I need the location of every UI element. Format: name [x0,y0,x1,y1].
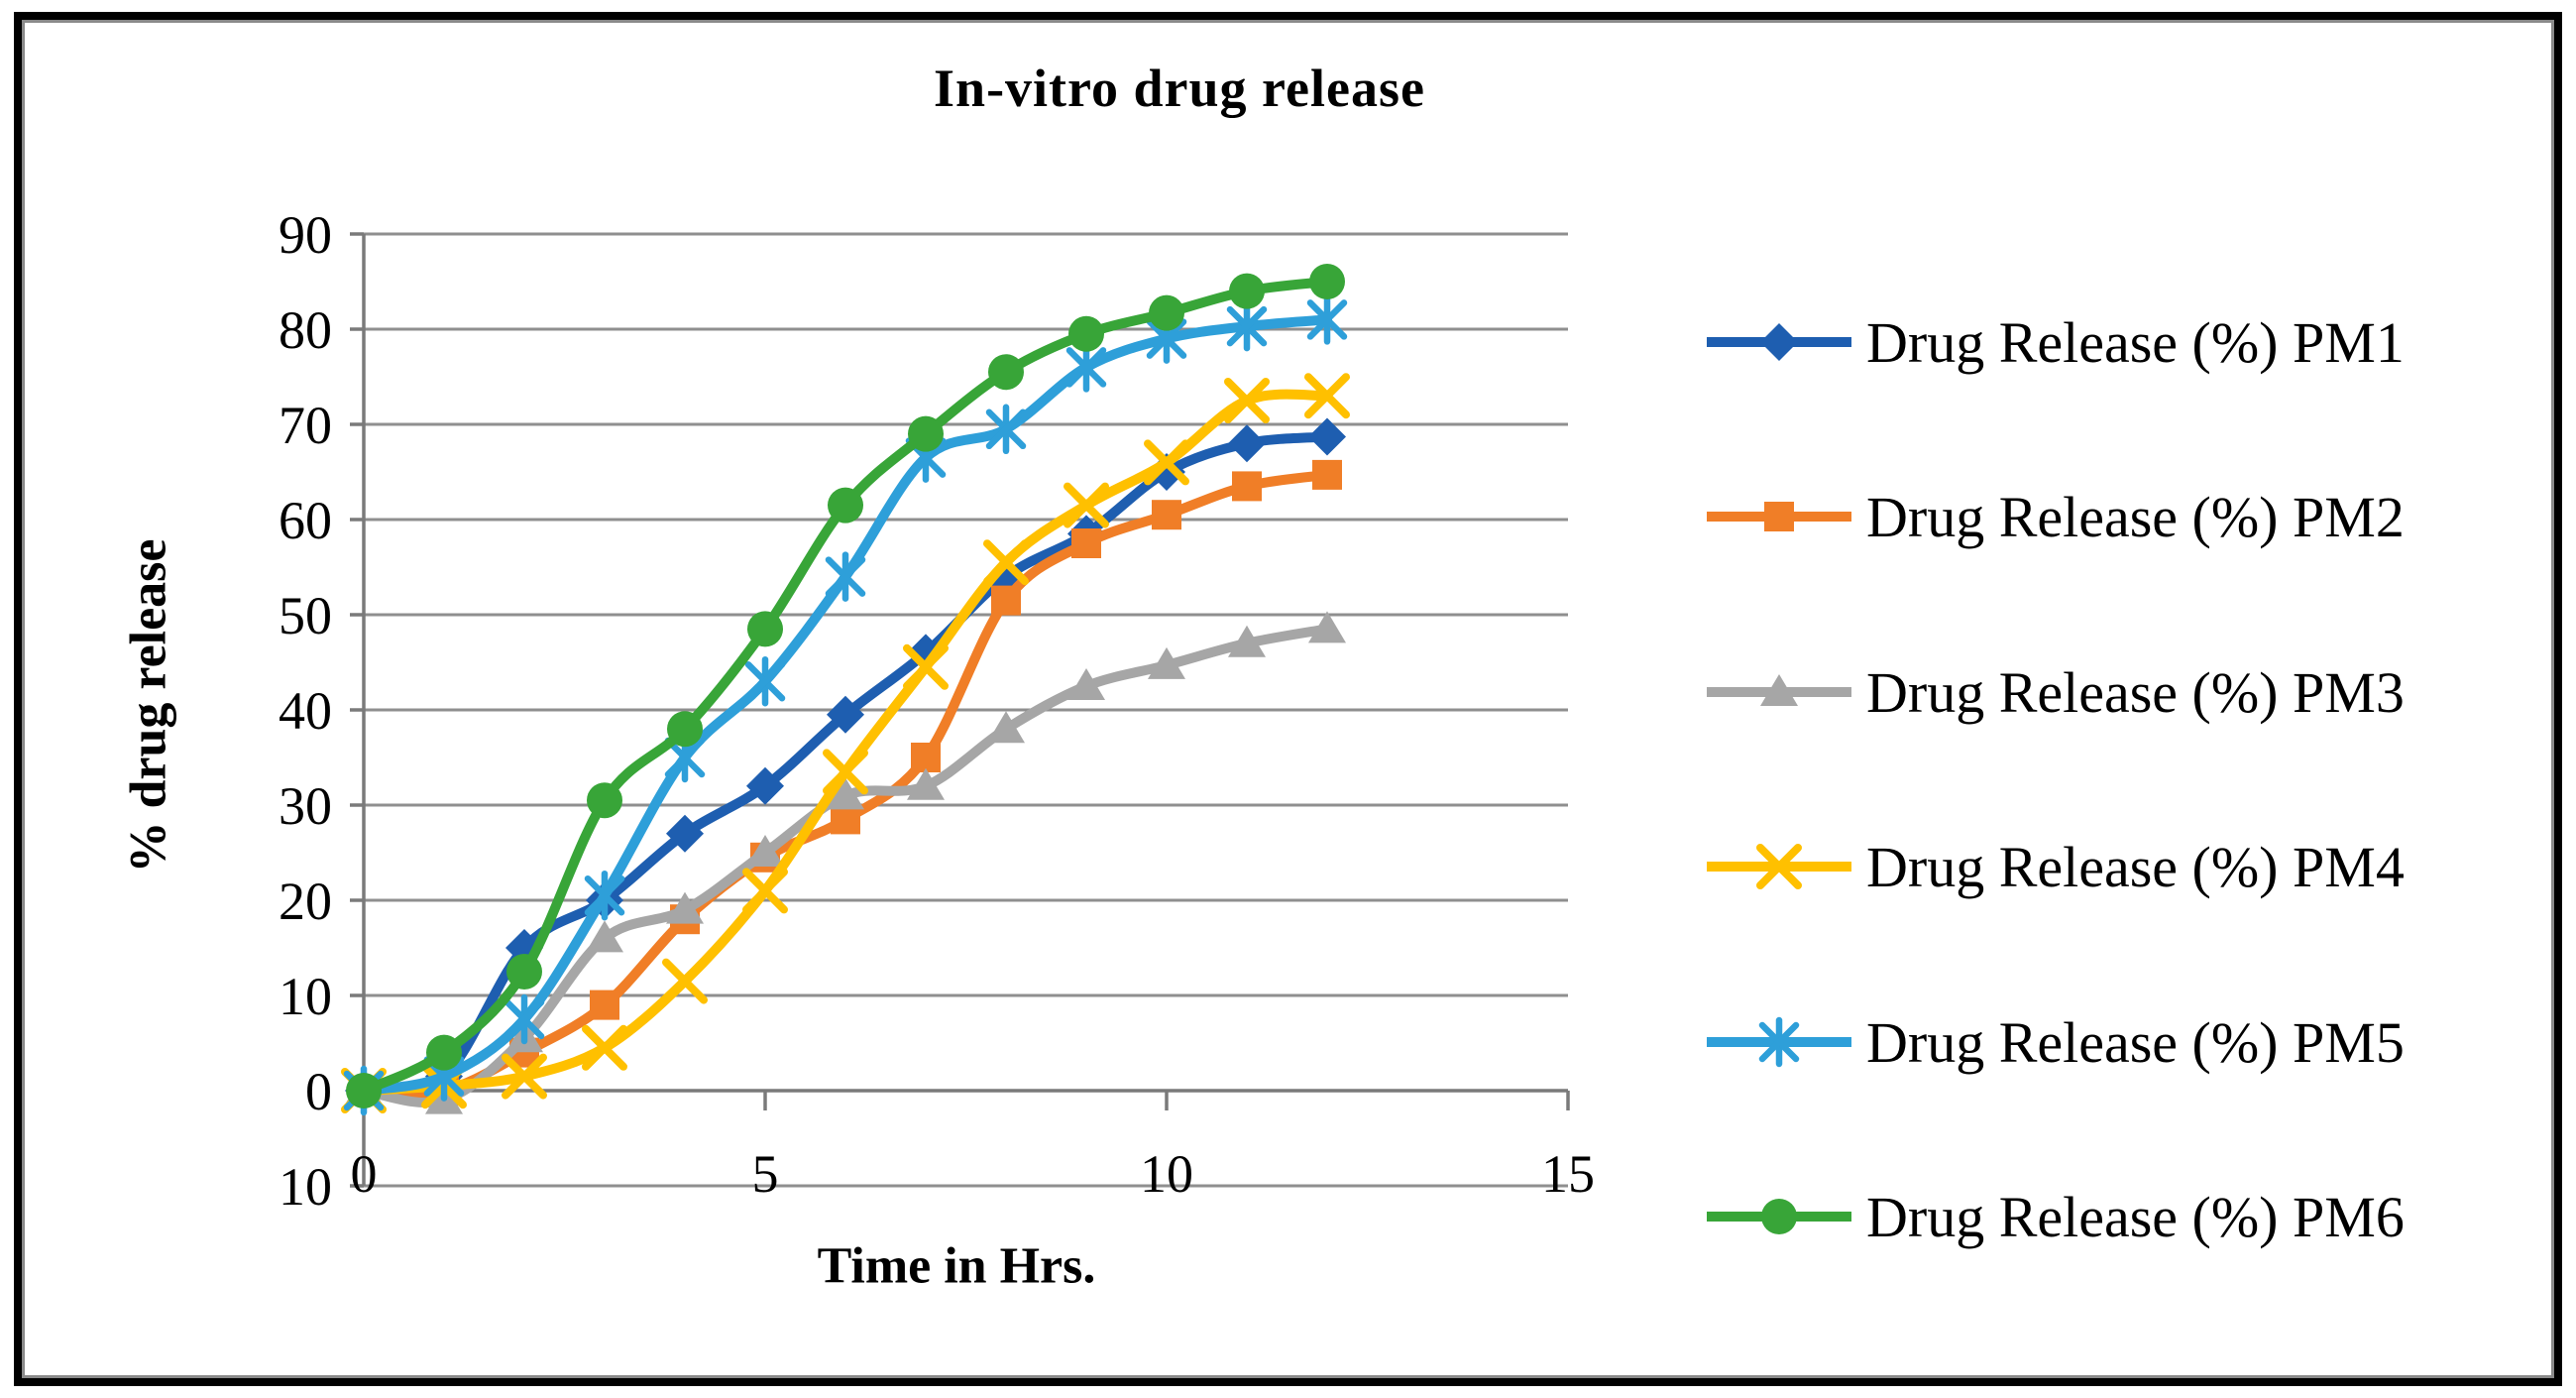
marker-asterisk [1226,300,1268,352]
legend-item-2: Drug Release (%) PM2 [1705,472,2405,561]
marker-triangle [746,835,784,867]
x-tick-label: 0 [351,1144,378,1204]
legend-label: Drug Release (%) PM4 [1866,834,2405,899]
marker-x [1144,439,1189,486]
y-tick-label: 90 [279,205,332,265]
legend-marker-square [1707,502,1851,531]
legend-marker-circle [1707,1199,1851,1234]
marker-x [1304,373,1350,419]
outer-frame [14,12,2562,1386]
marker-circle [908,415,944,452]
marker-x [582,1024,627,1071]
y-tick-label: 20 [279,872,332,931]
x-tick-label: 10 [1140,1144,1193,1204]
marker-circle [828,487,863,524]
legend-item-5: Drug Release (%) PM5 [1705,997,2405,1087]
marker-diamond [1228,424,1266,463]
series-4 [341,373,1350,1113]
y-tick-label: 50 [279,586,332,645]
marker-circle [1068,315,1104,352]
marker-x [1064,482,1109,528]
marker-circle [747,611,783,647]
marker-asterisk [1306,294,1348,345]
marker-asterisk [985,404,1027,455]
legend-label: Drug Release (%) PM6 [1866,1184,2405,1249]
marker-x [502,1053,547,1100]
marker-triangle [827,777,864,810]
marker-circle [1229,273,1265,309]
x-axis-title: Time in Hrs. [817,1237,1096,1295]
marker-triangle [586,920,623,953]
marker-circle [667,711,703,748]
marker-diamond [907,634,945,672]
marker-asterisk [744,655,786,707]
marker-circle [988,354,1024,391]
chart-title: In-vitro drug release [934,58,1425,118]
marker-square [590,990,619,1020]
marker-triangle [1228,625,1266,657]
legend-label: Drug Release (%) PM2 [1866,484,2405,549]
marker-diamond [1308,417,1346,456]
marker-square [1312,459,1342,490]
y-axis-title: % drug release [120,538,177,874]
legend-label: Drug Release (%) PM5 [1866,1009,2405,1075]
marker-triangle [907,767,945,800]
marker-asterisk [504,993,545,1045]
legend-item-3: Drug Release (%) PM3 [1705,647,2405,737]
legend-marker-x [1707,844,1851,889]
marker-triangle [1067,668,1105,700]
marker-square [1071,528,1101,558]
marker-asterisk [1065,342,1107,393]
y-tick-label: 10 [279,967,332,1026]
marker-diamond [827,695,864,734]
marker-x [742,868,788,914]
series-3 [345,611,1346,1114]
marker-circle [346,1073,382,1108]
series-6 [346,264,1345,1108]
legend: Drug Release (%) PM1 Drug Release (%) PM2… [1685,238,2557,1319]
marker-circle [426,1034,462,1071]
legend-marker-asterisk [1707,1016,1851,1068]
marker-square [911,743,941,772]
marker-square [1232,471,1262,502]
marker-triangle [666,891,704,924]
y-tick-label: 40 [279,681,332,741]
marker-diamond [746,766,784,805]
marker-asterisk [584,870,625,921]
y-tick-label: 30 [279,776,332,836]
legend-label: Drug Release (%) PM3 [1866,659,2405,725]
marker-x [662,958,708,1004]
marker-triangle [1308,611,1346,643]
inner-frame [22,20,2554,1378]
marker-diamond [666,814,704,853]
marker-x [903,643,949,690]
legend-marker-triangle [1707,674,1851,706]
marker-circle [1309,264,1345,299]
marker-square [1152,500,1181,530]
y-tick-label: 60 [279,491,332,550]
marker-x [1224,378,1270,423]
marker-circle [587,782,622,819]
x-tick-label: 15 [1541,1144,1595,1204]
marker-square [991,585,1021,616]
x-tick-label: 5 [752,1144,779,1204]
marker-triangle [1148,646,1185,679]
marker-circle [506,954,542,990]
marker-x [823,749,868,795]
plot-area: -10 0 10 20 30 40 50 60 70 80 90 0 5 10 15 [278,205,1595,1217]
marker-x [983,539,1029,586]
marker-circle [1149,294,1184,331]
marker-asterisk [825,551,866,602]
legend-item-6: Drug Release (%) PM6 [1705,1172,2405,1261]
legend-item-1: Drug Release (%) PM1 [1705,297,2405,387]
y-tick-label: 70 [279,396,332,455]
legend-marker-diamond [1707,323,1851,361]
y-tick-label: -10 [278,1157,332,1217]
legend-label: Drug Release (%) PM1 [1866,309,2405,375]
y-tick-label: 0 [305,1062,332,1121]
legend-item-4: Drug Release (%) PM4 [1705,822,2405,911]
marker-triangle [987,711,1025,744]
y-tick-label: 80 [279,300,332,360]
